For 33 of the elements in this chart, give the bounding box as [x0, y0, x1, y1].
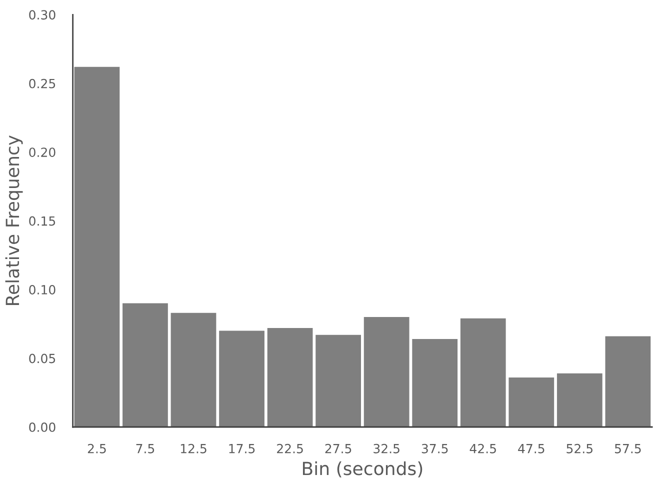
x-tick-label: 32.5 [374, 444, 400, 454]
bar [74, 66, 120, 427]
bar [170, 312, 216, 427]
y-tick-label: 0.25 [29, 78, 56, 88]
x-tick-label: 47.5 [518, 444, 544, 454]
y-tick-label: 0.30 [29, 10, 56, 20]
y-tick-label: 0.00 [29, 422, 56, 432]
x-axis-title: Bin (seconds) [302, 461, 422, 478]
x-tick-label: 2.5 [88, 444, 106, 454]
x-tick-label: 17.5 [229, 444, 255, 454]
x-tick-label: 52.5 [566, 444, 592, 454]
x-tick-label: 7.5 [136, 444, 154, 454]
x-tick-label: 12.5 [180, 444, 206, 454]
bar [508, 378, 554, 427]
bar [460, 318, 506, 427]
bar [605, 336, 651, 427]
y-tick-label: 0.10 [29, 285, 56, 294]
bar [412, 339, 458, 427]
x-tick-label: 57.5 [614, 444, 641, 454]
bar [316, 334, 361, 427]
bar [364, 317, 410, 427]
y-tick-label: 0.20 [29, 148, 56, 158]
y-axis-title: Relative Frequency [5, 135, 23, 305]
x-tick-label: 37.5 [422, 444, 448, 454]
x-tick-label: 22.5 [277, 444, 303, 454]
bar [219, 330, 264, 427]
y-tick-label: 0.15 [29, 216, 56, 226]
x-tick-label: 27.5 [325, 444, 352, 454]
bar [267, 328, 313, 427]
bar [122, 303, 168, 427]
bar [556, 373, 602, 427]
y-tick-label: 0.05 [29, 354, 56, 364]
x-tick-label: 42.5 [470, 444, 496, 454]
